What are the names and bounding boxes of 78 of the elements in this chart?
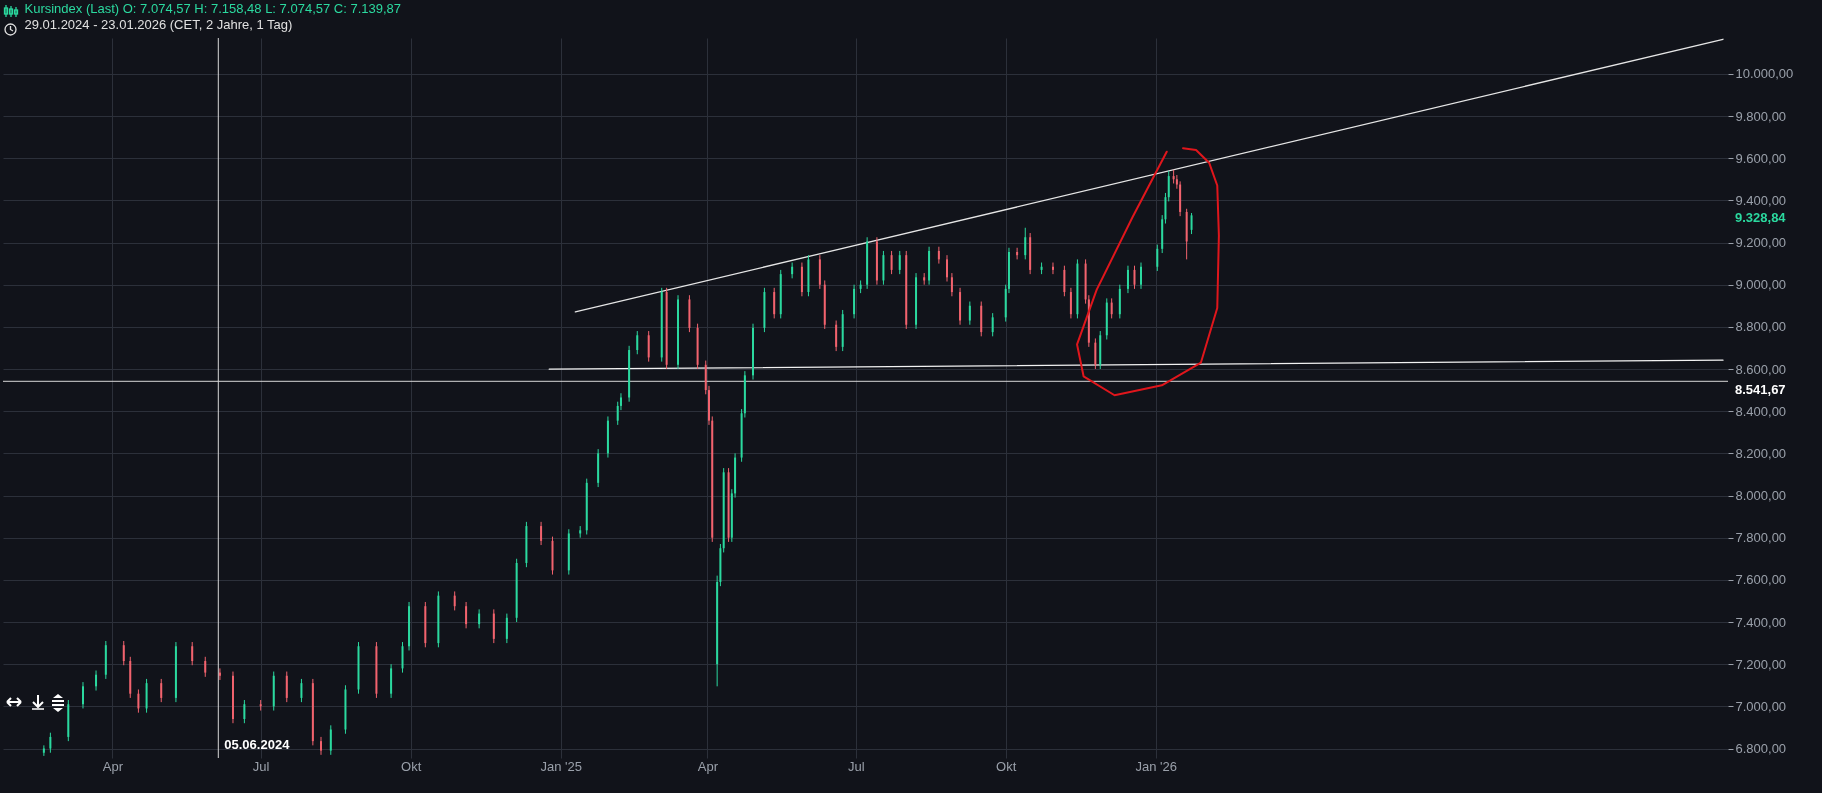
candlestick — [329, 724, 332, 756]
candlestick — [204, 656, 207, 678]
candlestick — [968, 301, 971, 326]
candlestick — [320, 736, 322, 756]
candlestick — [946, 254, 949, 283]
candlestick — [95, 670, 98, 692]
candlestick — [191, 641, 194, 666]
y-tick-label: 7.600,00 — [1735, 572, 1787, 588]
candlestick — [42, 744, 45, 757]
y-tick-label: 9.600,00 — [1735, 150, 1787, 166]
y-tick-label: 7.000,00 — [1735, 698, 1787, 714]
y-tick-label: 9.800,00 — [1735, 108, 1787, 124]
y-tick-label: 6.800,00 — [1735, 741, 1787, 757]
x-tick-label: Jul — [252, 758, 270, 774]
candlestick — [401, 641, 404, 674]
x-tick-label: Jan '25 — [540, 758, 582, 774]
chart-subtitle: 29.01.2024 - 23.01.2026 (CET, 2 Jahre, 1 Tag) — [24, 16, 293, 32]
y-tick-label: 7.400,00 — [1735, 614, 1787, 630]
candlestick — [465, 601, 468, 629]
y-tick-label: 8.600,00 — [1735, 361, 1787, 377]
y-tick-label: 8.200,00 — [1735, 445, 1787, 461]
candlestick — [122, 640, 125, 666]
y-tick-label: 8.800,00 — [1735, 319, 1787, 335]
candlestick — [1126, 265, 1129, 294]
candlestick — [677, 294, 680, 370]
candlestick — [1069, 287, 1072, 319]
candlestick — [1016, 247, 1019, 260]
y-tick-label: 9.400,00 — [1735, 192, 1787, 208]
candlestick — [1156, 244, 1159, 272]
chart-title: Kursindex (Last) O: 7.074,57 H: 7.158,48 L: 7.074,57 C: 7.139,87 — [24, 0, 402, 16]
x-tick-label: Apr — [102, 758, 124, 774]
x-tick-label: Jan '26 — [1135, 758, 1177, 774]
y-tick-label: 9.200,00 — [1735, 235, 1787, 251]
y-tick-label: 10.000,00 — [1735, 66, 1794, 82]
candlestick — [950, 272, 953, 297]
candlestick — [636, 330, 639, 355]
candlestick — [49, 732, 52, 754]
y-tick-label: 9.000,00 — [1735, 277, 1787, 293]
y-tick-label: 7.200,00 — [1735, 656, 1787, 672]
candlestick — [505, 613, 508, 644]
candlestick — [540, 521, 543, 546]
candlestick — [1024, 227, 1027, 260]
candlestick — [137, 688, 140, 714]
candlestick — [81, 681, 84, 709]
candlestick — [835, 320, 838, 352]
y-tick-label: 8.000,00 — [1735, 488, 1787, 504]
candlestick — [1051, 262, 1054, 275]
candlestick — [773, 287, 776, 319]
y-tick-label: 7.800,00 — [1735, 530, 1787, 546]
candlestick — [1167, 170, 1170, 202]
candlestick — [478, 608, 481, 629]
candlestick — [218, 667, 221, 681]
candlestick — [1094, 337, 1097, 370]
candlestick — [300, 678, 303, 703]
ref-line-label: 05.06.2024 — [224, 737, 291, 752]
candlestick — [285, 671, 288, 703]
text: 9.328,84 — [1735, 210, 1787, 226]
x-tick-label: Jul — [847, 758, 865, 774]
candlestick — [890, 250, 893, 275]
x-tick-label: Apr — [697, 758, 719, 774]
candlestick — [647, 330, 650, 363]
candlestick — [243, 699, 246, 724]
candlestick — [991, 312, 994, 337]
ref-line-label: 8.541,67 — [1735, 382, 1786, 398]
candlestick — [1140, 262, 1143, 290]
x-tick-label: Okt — [401, 758, 422, 774]
candlestick — [453, 590, 456, 611]
y-tick-label: 8.400,00 — [1735, 403, 1787, 419]
candlestick — [937, 246, 940, 265]
candlestick — [1133, 265, 1136, 290]
candlestick — [1110, 297, 1113, 319]
candlestick — [898, 250, 901, 275]
candlestick — [752, 323, 755, 381]
candlestick — [1063, 265, 1066, 297]
x-tick-label: Okt — [996, 758, 1017, 774]
candlestick — [1190, 212, 1193, 235]
candlestick — [791, 262, 794, 279]
candlestick — [160, 678, 163, 703]
